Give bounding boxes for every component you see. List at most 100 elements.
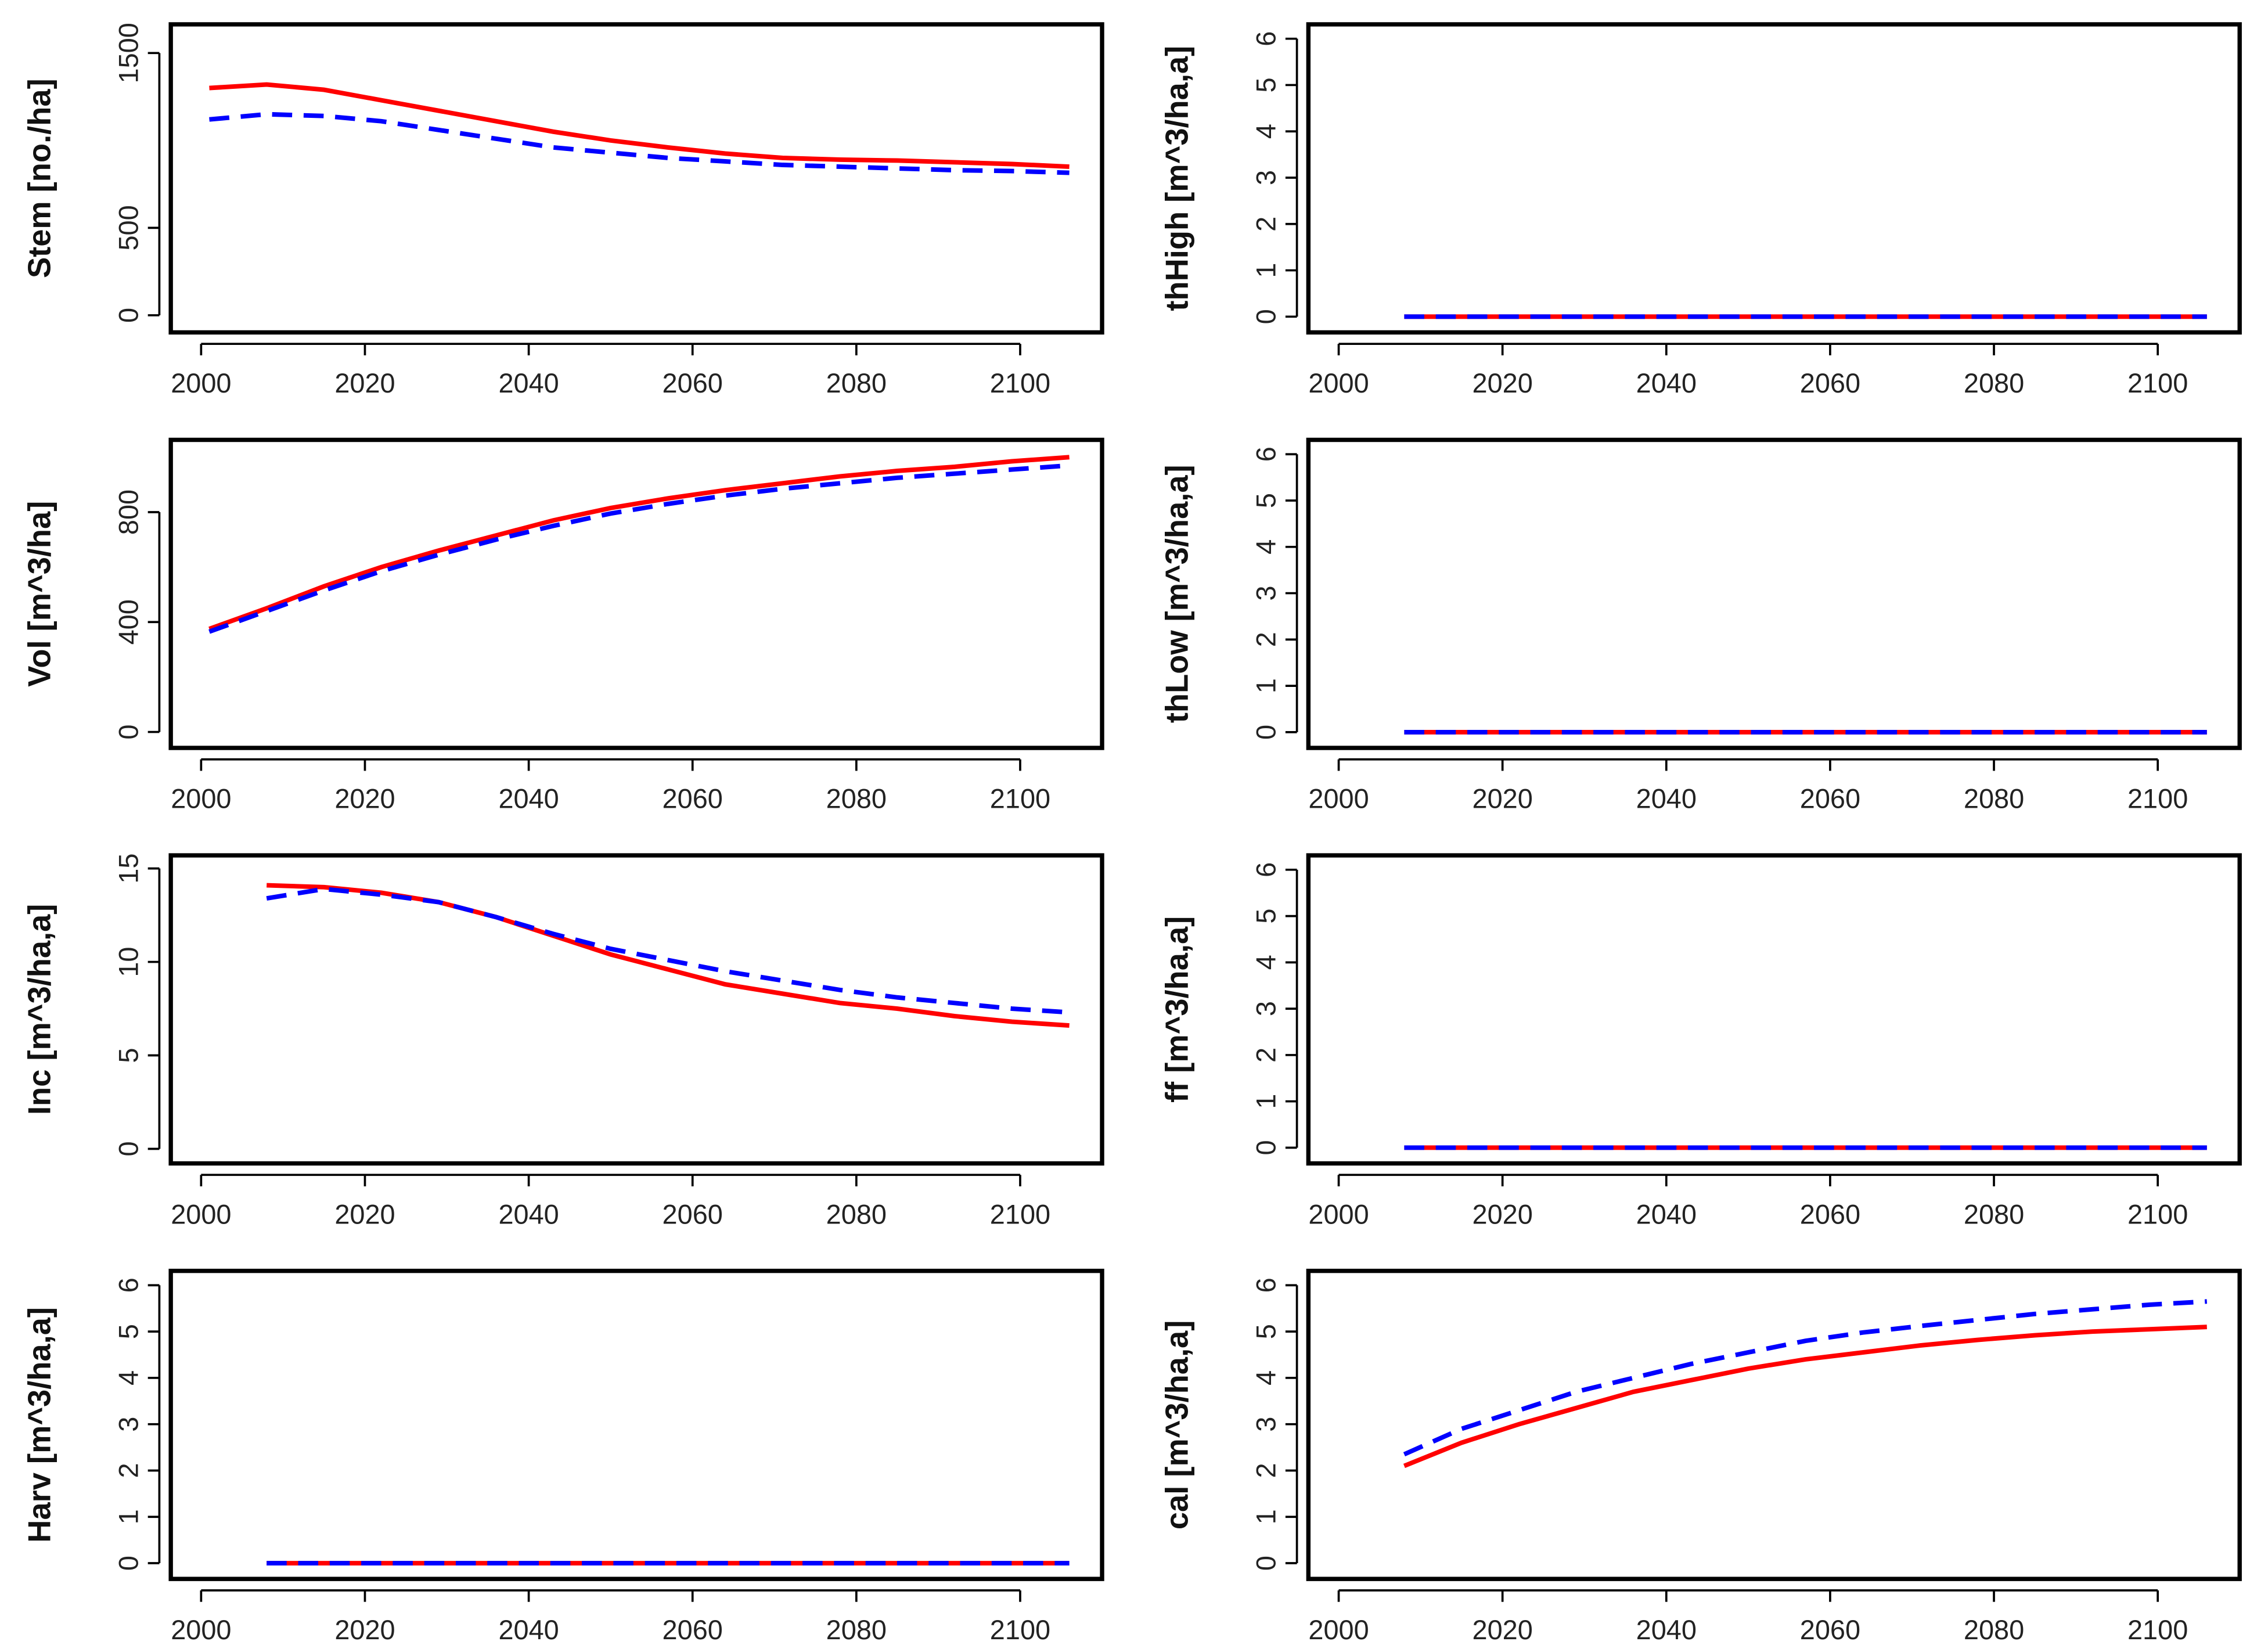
y-tick-label: 0 (113, 1141, 143, 1156)
x-tick-label: 2100 (990, 1615, 1050, 1645)
x-tick-label: 2060 (663, 784, 723, 814)
x-tick-label: 2040 (498, 1199, 559, 1229)
x-tick-label: 2020 (1473, 1615, 1533, 1645)
y-tick-label: 0 (1251, 309, 1281, 324)
plot-frame (1306, 1268, 2242, 1581)
y-tick-label: 1 (1251, 678, 1281, 693)
x-tick-label: 2040 (1636, 784, 1697, 814)
x-tick-label: 2040 (498, 1615, 559, 1645)
y-tick-label: 2 (1251, 217, 1281, 232)
series-line (266, 887, 1070, 1015)
plot-frame (168, 853, 1104, 1166)
x-tick-label: 2100 (2127, 368, 2188, 398)
x-tick-label: 2080 (826, 1199, 887, 1229)
y-tick-label: 6 (1251, 1277, 1281, 1293)
y-tick-label: 6 (1251, 447, 1281, 462)
x-tick-label: 2100 (990, 784, 1050, 814)
x-tick-label: 2040 (1636, 1199, 1697, 1229)
x-tick-label: 2020 (334, 1199, 395, 1229)
y-tick-label: 800 (113, 490, 143, 535)
y-tick-label: 3 (1251, 170, 1281, 185)
x-tick-label: 2060 (1800, 368, 1860, 398)
x-tick-label: 2060 (663, 1199, 723, 1229)
series-line (208, 455, 1070, 631)
y-tick-label: 1500 (113, 23, 143, 83)
plot-frame (168, 1268, 1104, 1581)
y-tick-label: 2 (1251, 1048, 1281, 1063)
x-tick-label: 2100 (990, 368, 1050, 398)
x-tick-label: 2060 (1800, 1615, 1860, 1645)
x-tick-label: 2080 (826, 1615, 887, 1645)
series-line (209, 111, 1070, 175)
y-tick-label: 0 (1251, 725, 1281, 740)
x-tick-label: 2060 (1800, 784, 1860, 814)
x-tick-label: 2020 (334, 368, 395, 398)
y-tick-label: 5 (1251, 493, 1281, 508)
y-tick-label: 5 (113, 1048, 143, 1063)
x-tick-label: 2000 (1308, 368, 1369, 398)
y-tick-label: 3 (113, 1417, 143, 1432)
y-tick-label: 0 (1251, 1556, 1281, 1571)
y-tick-label: 3 (1251, 586, 1281, 601)
series-line (208, 463, 1070, 634)
x-tick-label: 2020 (334, 1615, 395, 1645)
y-tick-label: 2 (1251, 632, 1281, 647)
y-tick-label: 4 (1251, 1370, 1281, 1385)
y-tick-label: 0 (113, 725, 143, 740)
y-tick-label: 1 (1251, 1094, 1281, 1109)
y-tick-label: 6 (113, 1277, 143, 1293)
x-tick-label: 2100 (990, 1199, 1050, 1229)
x-tick-label: 2000 (171, 784, 231, 814)
x-tick-label: 2080 (826, 368, 887, 398)
x-tick-label: 2080 (1964, 1199, 2024, 1229)
series-line (1403, 1325, 2207, 1469)
y-axis-label: Stem [no./ha] (21, 78, 57, 278)
y-tick-label: 4 (1251, 124, 1281, 139)
x-tick-label: 2080 (826, 784, 887, 814)
y-tick-label: 5 (1251, 1324, 1281, 1339)
y-tick-label: 0 (113, 1556, 143, 1571)
y-axis-label: Harv [m^3/ha,a] (21, 1307, 57, 1543)
x-tick-label: 2000 (171, 368, 231, 398)
x-tick-label: 2000 (171, 1615, 231, 1645)
plot-frame (168, 437, 1104, 750)
y-tick-label: 6 (1251, 31, 1281, 46)
plot-frame (1306, 22, 2242, 335)
plot-frame (1306, 437, 2242, 750)
plot-frame (1306, 853, 2242, 1166)
x-tick-label: 2060 (663, 1615, 723, 1645)
x-tick-label: 2000 (1308, 1199, 1369, 1229)
x-tick-label: 2020 (334, 784, 395, 814)
y-tick-label: 3 (1251, 1417, 1281, 1432)
x-tick-label: 2080 (1964, 784, 2024, 814)
y-tick-label: 2 (1251, 1463, 1281, 1478)
y-tick-label: 1 (113, 1509, 143, 1524)
x-tick-label: 2000 (1308, 1615, 1369, 1645)
y-tick-label: 4 (113, 1370, 143, 1385)
y-tick-label: 2 (113, 1463, 143, 1478)
y-tick-label: 1 (1251, 1509, 1281, 1524)
y-axis-label: thHigh [m^3/ha,a] (1160, 46, 1195, 311)
y-tick-label: 4 (1251, 539, 1281, 555)
y-tick-label: 0 (1251, 1140, 1281, 1155)
y-axis-label: cal [m^3/ha,a] (1160, 1320, 1195, 1529)
x-tick-label: 2100 (2127, 784, 2188, 814)
y-axis-label: Vol [m^3/ha] (21, 501, 57, 687)
x-tick-label: 2060 (1800, 1199, 1860, 1229)
y-tick-label: 15 (113, 854, 143, 884)
y-tick-label: 5 (1251, 77, 1281, 92)
x-tick-label: 2100 (2127, 1615, 2188, 1645)
y-axis-label: thLow [m^3/ha,a] (1160, 465, 1195, 723)
y-tick-label: 400 (113, 599, 143, 645)
y-axis-label: ff [m^3/ha,a] (1160, 916, 1195, 1103)
x-tick-label: 2080 (1964, 1615, 2024, 1645)
y-tick-label: 10 (113, 947, 143, 977)
x-tick-label: 2020 (1473, 1199, 1533, 1229)
x-tick-label: 2060 (663, 368, 723, 398)
x-tick-label: 2020 (1473, 784, 1533, 814)
y-tick-label: 500 (113, 205, 143, 250)
x-tick-label: 2000 (171, 1199, 231, 1229)
y-tick-label: 3 (1251, 1001, 1281, 1016)
x-tick-label: 2040 (1636, 368, 1697, 398)
